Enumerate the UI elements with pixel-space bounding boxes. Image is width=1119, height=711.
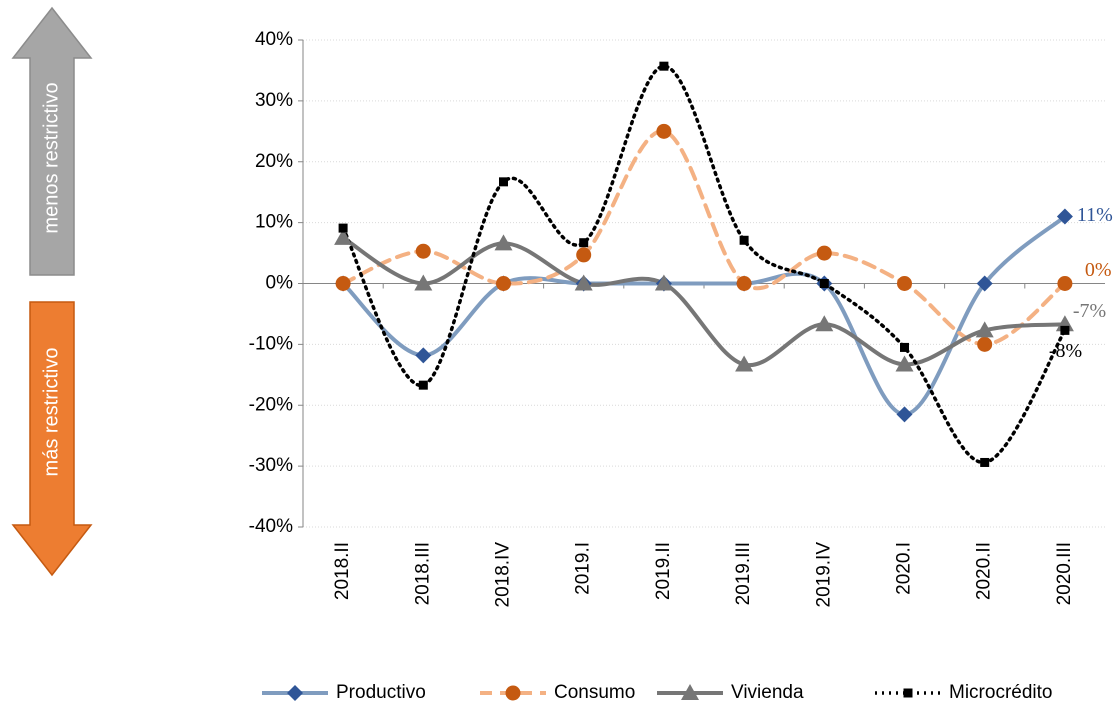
y-tick-label: 0%	[266, 273, 294, 294]
x-tick-label: 2020.III	[1054, 542, 1075, 605]
y-tick-label: -10%	[249, 333, 293, 354]
data-point	[897, 276, 912, 291]
data-point	[579, 238, 589, 248]
legend-label: Microcrédito	[949, 682, 1052, 703]
y-tick-label: 10%	[255, 212, 293, 233]
data-point	[574, 274, 593, 291]
data-point	[1060, 325, 1070, 335]
x-tick-label: 2020.I	[894, 542, 915, 595]
data-point	[739, 235, 749, 245]
data-point	[980, 457, 990, 467]
x-tick-label: 2019.III	[733, 542, 754, 605]
data-point	[819, 279, 829, 288]
data-label: -7%	[1073, 300, 1106, 322]
series-line	[341, 235, 1067, 368]
data-label: -8%	[1049, 340, 1082, 362]
data-point	[736, 276, 752, 291]
x-tick-label: 2019.I	[573, 542, 594, 595]
data-point	[896, 406, 913, 423]
x-tick-label: 2018.IV	[493, 542, 514, 608]
data-point	[576, 247, 592, 263]
y-tick-label: -20%	[249, 394, 293, 415]
data-point	[1057, 276, 1073, 291]
down-arrow	[11, 301, 93, 577]
data-point	[895, 355, 914, 372]
series-line	[341, 64, 1067, 465]
data-point	[414, 274, 433, 291]
legend-marker	[287, 685, 303, 701]
data-point	[975, 321, 994, 338]
x-tick-label: 2019.IV	[813, 542, 834, 608]
legend-label: Consumo	[554, 682, 635, 703]
x-tick-label: 2020.II	[974, 542, 995, 600]
y-tick-label: 30%	[255, 90, 293, 111]
x-tick-label: 2018.II	[332, 542, 353, 600]
data-point	[499, 177, 508, 187]
y-tick-label: -40%	[249, 516, 293, 537]
series-line	[341, 214, 1067, 417]
data-point	[334, 228, 353, 245]
legend-marker	[903, 688, 913, 698]
data-point	[976, 275, 993, 292]
up-arrow	[11, 6, 93, 276]
data-point	[415, 243, 431, 259]
series-line	[341, 129, 1067, 347]
data-point	[1056, 208, 1073, 225]
data-point	[977, 336, 993, 352]
x-tick-label: 2018.III	[412, 542, 433, 605]
data-point	[654, 274, 673, 291]
x-tick-label: 2019.II	[653, 542, 674, 600]
y-tick-label: 40%	[255, 29, 293, 50]
data-label: 11%	[1077, 204, 1113, 226]
annotation: menos restrictivo	[40, 82, 62, 233]
data-point	[656, 123, 672, 139]
y-tick-label: 20%	[255, 151, 293, 172]
data-point	[815, 315, 834, 332]
data-point	[900, 342, 909, 352]
legend-label: Productivo	[336, 682, 426, 703]
data-point	[816, 245, 832, 261]
data-point	[418, 380, 428, 390]
legend-label: Vivienda	[731, 682, 804, 703]
data-point	[335, 276, 351, 291]
data-label: 0%	[1085, 259, 1112, 281]
y-tick-label: -30%	[249, 455, 293, 476]
data-point	[496, 276, 511, 291]
legend-marker	[681, 684, 699, 700]
legend-marker	[505, 685, 521, 701]
data-point	[415, 347, 432, 364]
data-point	[735, 355, 754, 372]
annotation: más restrictivo	[40, 348, 62, 477]
data-point	[494, 234, 513, 251]
data-point	[338, 223, 348, 233]
data-point	[659, 61, 669, 71]
